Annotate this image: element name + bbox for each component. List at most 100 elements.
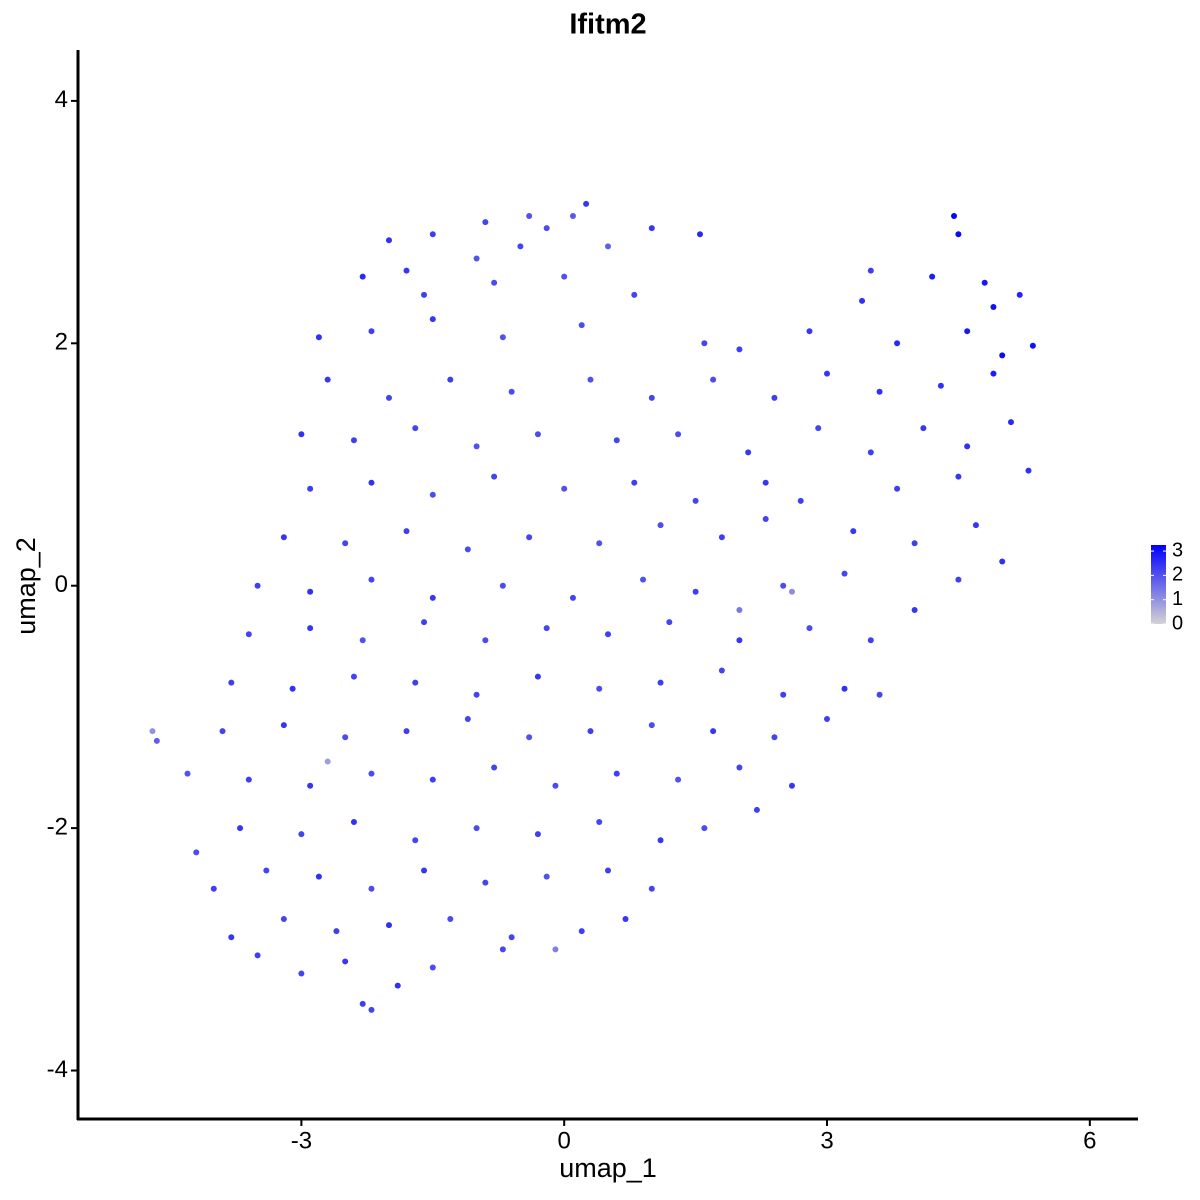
point [193, 849, 200, 856]
point [824, 370, 831, 377]
point [771, 394, 778, 401]
x-tick-label: 0 [558, 1127, 571, 1154]
point [534, 673, 541, 680]
point [675, 776, 682, 783]
point [508, 388, 515, 395]
point [491, 764, 498, 771]
point [534, 431, 541, 438]
point [806, 625, 813, 632]
point [797, 497, 804, 504]
point [824, 716, 831, 723]
point [762, 479, 769, 486]
point [350, 437, 357, 444]
point [692, 497, 699, 504]
point [964, 328, 971, 335]
point [859, 297, 866, 304]
point [596, 540, 603, 547]
point [648, 722, 655, 729]
point [473, 443, 480, 450]
x-axis-label: umap_1 [559, 1153, 657, 1183]
point [762, 516, 769, 523]
point [385, 394, 392, 401]
point [622, 916, 629, 923]
point [421, 619, 428, 626]
point [657, 837, 664, 844]
point [718, 534, 725, 541]
point [596, 685, 603, 692]
point [990, 303, 997, 310]
point [1016, 291, 1023, 298]
point [526, 213, 533, 220]
point [780, 582, 787, 589]
point [999, 352, 1006, 359]
point [613, 437, 620, 444]
y-tick-label: -4 [47, 1056, 68, 1083]
point [342, 540, 349, 547]
point [342, 734, 349, 741]
point [605, 243, 611, 250]
point [429, 231, 436, 238]
point [403, 267, 410, 274]
point [245, 631, 252, 638]
point [307, 485, 314, 492]
point [911, 606, 918, 613]
x-tick-label: 3 [820, 1127, 833, 1154]
point [605, 631, 611, 638]
point [499, 334, 506, 341]
point [788, 588, 795, 595]
point [583, 200, 590, 207]
point [972, 522, 979, 529]
point [955, 473, 962, 480]
point [718, 667, 725, 674]
y-axis-label: umap_2 [11, 537, 41, 635]
colorbar-label: 3 [1172, 539, 1183, 561]
point [254, 952, 261, 959]
point [675, 431, 682, 438]
point [359, 637, 366, 644]
point [228, 679, 235, 686]
point [543, 873, 550, 880]
point [350, 673, 357, 680]
point [421, 291, 428, 298]
point [280, 722, 287, 729]
point [499, 946, 506, 953]
point [666, 619, 673, 626]
point [964, 443, 971, 450]
point [753, 806, 760, 813]
point [228, 934, 235, 941]
y-tick-label: 0 [55, 571, 68, 598]
point [153, 737, 160, 744]
point [841, 570, 848, 577]
point [307, 625, 314, 632]
point [692, 588, 699, 595]
point [359, 273, 366, 280]
point [412, 425, 419, 432]
y-tick-label: 2 [55, 329, 68, 356]
point [1029, 342, 1036, 349]
point [385, 237, 392, 244]
point [1025, 467, 1032, 474]
point [324, 376, 331, 383]
point [587, 376, 594, 383]
point [517, 243, 524, 250]
point [473, 691, 480, 698]
point [780, 691, 787, 698]
point [920, 425, 927, 432]
point [237, 825, 244, 832]
point [850, 528, 857, 535]
point [569, 213, 576, 220]
point [403, 528, 410, 535]
point [394, 982, 401, 989]
point [429, 491, 436, 498]
point [429, 776, 436, 783]
point [990, 370, 997, 377]
point [219, 728, 226, 735]
point [806, 328, 813, 335]
point [929, 273, 936, 280]
point [894, 485, 901, 492]
point [464, 716, 471, 723]
point [368, 770, 375, 777]
point [149, 728, 156, 735]
point [815, 425, 822, 432]
